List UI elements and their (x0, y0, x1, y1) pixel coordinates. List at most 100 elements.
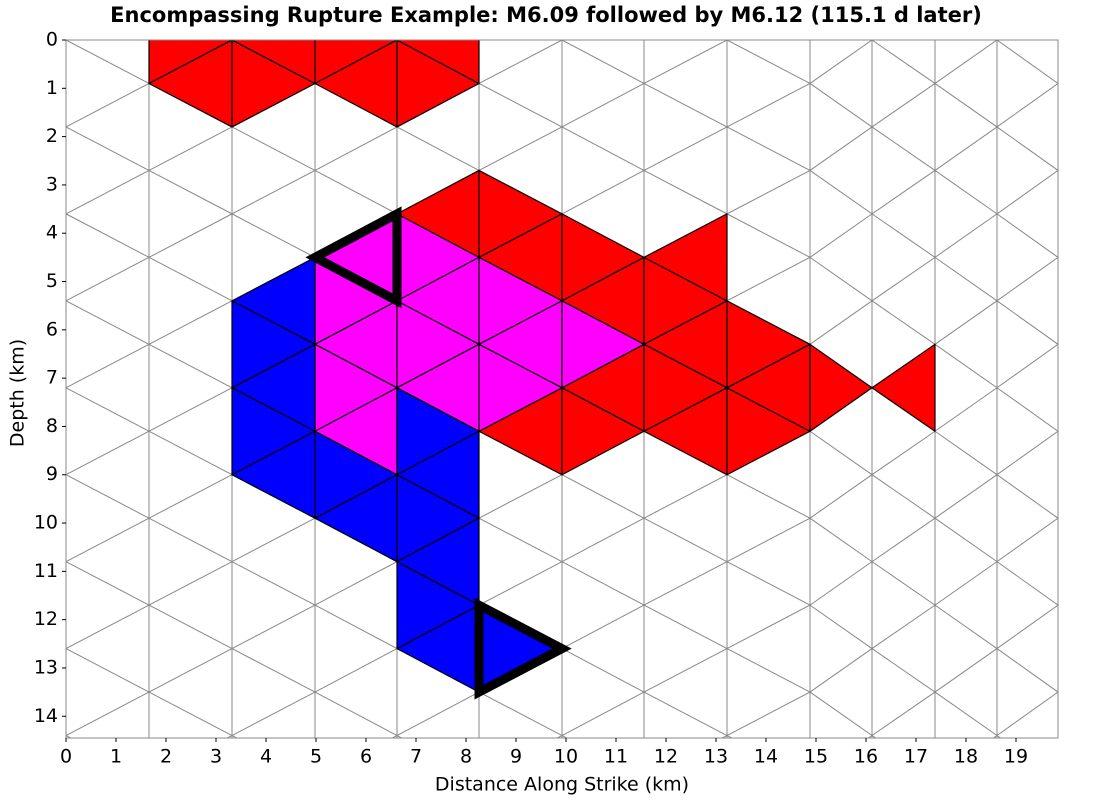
x-tick-label: 12 (654, 746, 678, 768)
x-tick-label: 18 (954, 746, 978, 768)
mesh-line (643, 40, 728, 84)
mesh-line (934, 40, 998, 84)
mesh-line (231, 691, 316, 736)
x-tick-label: 9 (510, 746, 522, 768)
mesh-line (996, 343, 1058, 389)
mesh-line (148, 604, 233, 650)
mesh-line (871, 430, 936, 476)
rupture-element (561, 387, 645, 476)
rupture-element (643, 213, 728, 302)
mesh-line (727, 779, 810, 800)
mesh-line (643, 169, 728, 215)
mesh-line (643, 474, 728, 519)
mesh-line (934, 648, 998, 693)
mesh-line (809, 604, 873, 649)
mesh-line (66, 735, 72, 738)
mesh-line (996, 170, 1058, 215)
mesh-line (726, 648, 811, 693)
mesh-line (871, 561, 936, 606)
x-tick-label: 5 (310, 746, 322, 768)
mesh-line (871, 517, 936, 563)
x-tick-label: 10 (554, 746, 578, 768)
y-tick-label: 4 (46, 222, 58, 244)
rupture-element (396, 40, 480, 85)
mesh-line (871, 648, 936, 693)
y-tick-label: 9 (46, 463, 58, 485)
mesh-line (66, 561, 150, 606)
y-tick-label: 12 (34, 608, 58, 630)
mesh-line (996, 430, 1058, 476)
mesh-line (643, 691, 728, 736)
mesh-line (871, 256, 936, 302)
y-tick-label: 11 (34, 560, 58, 582)
mesh-line (809, 561, 873, 606)
x-tick-label: 3 (210, 746, 222, 768)
mesh-line (871, 474, 936, 519)
mesh-line (726, 256, 811, 302)
mesh-line (231, 648, 316, 693)
x-tick-label: 6 (360, 746, 372, 768)
y-tick-label: 8 (46, 415, 58, 437)
mesh-line (231, 169, 316, 215)
mesh-line (996, 517, 1058, 563)
mesh-line (66, 779, 149, 800)
mesh-line (561, 648, 645, 693)
mesh-line (66, 691, 150, 736)
mesh-line (809, 517, 873, 563)
mesh-line (148, 517, 233, 563)
mesh-line (314, 169, 398, 215)
mesh-line (561, 517, 645, 563)
mesh-line (726, 604, 811, 650)
mesh-line (726, 213, 811, 258)
mesh-line (148, 169, 233, 215)
mesh-line (809, 40, 873, 84)
chart-title: Encompassing Rupture Example: M6.09 foll… (110, 3, 982, 27)
mesh-line (561, 691, 645, 736)
y-tick-label: 13 (34, 656, 58, 678)
mesh-line (996, 256, 1058, 302)
hypocenter-element (305, 206, 402, 309)
mesh-line (231, 126, 316, 171)
mesh-line (66, 169, 150, 215)
mesh-line (314, 604, 398, 650)
mesh-line (726, 561, 811, 606)
rupture-element (871, 343, 936, 432)
mesh-line (934, 604, 998, 649)
mesh-line (934, 387, 998, 432)
mesh-line (809, 430, 873, 476)
y-tick-label: 2 (46, 125, 58, 147)
mesh-line (66, 256, 150, 302)
x-tick-label: 4 (260, 746, 272, 768)
y-tick-label: 10 (34, 512, 58, 534)
mesh-line (996, 40, 1058, 84)
rupture-element (561, 300, 645, 389)
mesh-line (934, 517, 998, 563)
y-tick-label: 7 (46, 367, 58, 389)
mesh-line (66, 213, 150, 258)
y-tick-label: 3 (46, 173, 58, 195)
x-tick-label: 8 (460, 746, 472, 768)
mesh-line (809, 648, 873, 693)
mesh-line (148, 256, 233, 302)
mesh-line (561, 561, 645, 606)
mesh-line (871, 83, 936, 128)
mesh-line (996, 300, 1058, 345)
mesh-line (396, 691, 480, 736)
mesh-line (643, 83, 728, 128)
mesh-line (314, 561, 398, 606)
mesh-line (231, 517, 316, 563)
mesh-line (643, 648, 728, 693)
mesh-line (561, 126, 645, 171)
mesh-line (996, 604, 1058, 649)
mesh-line (809, 126, 873, 171)
mesh-line (810, 779, 872, 800)
mesh-line (934, 691, 998, 736)
x-axis-label: Distance Along Strike (km) (435, 774, 689, 796)
mesh-line (934, 430, 998, 476)
mesh-line (996, 126, 1058, 171)
mesh-line (148, 213, 233, 258)
hypocenter-element (474, 597, 572, 700)
mesh-line (66, 300, 150, 345)
mesh-line (809, 256, 873, 302)
mesh-line (148, 648, 233, 693)
